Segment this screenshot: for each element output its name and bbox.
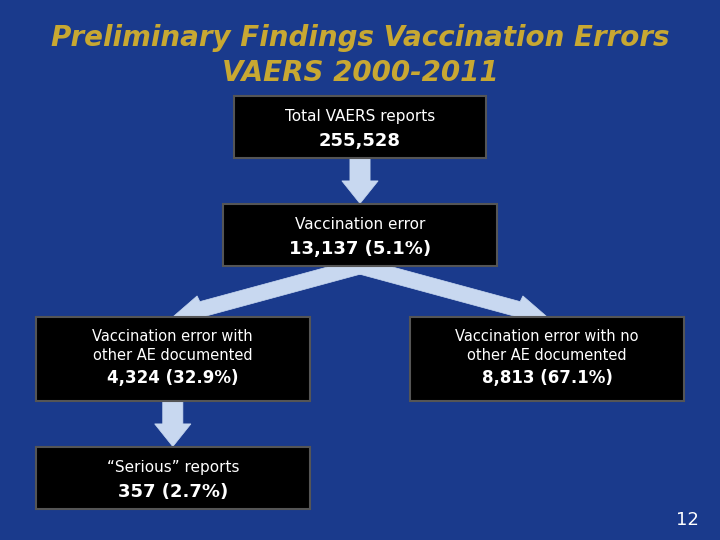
- Text: “Serious” reports: “Serious” reports: [107, 461, 239, 475]
- Text: 13,137 (5.1%): 13,137 (5.1%): [289, 240, 431, 258]
- Text: Vaccination error with
other AE documented: Vaccination error with other AE document…: [92, 329, 253, 362]
- FancyBboxPatch shape: [36, 447, 310, 509]
- FancyBboxPatch shape: [223, 204, 497, 266]
- Polygon shape: [342, 158, 378, 204]
- Text: Total VAERS reports: Total VAERS reports: [285, 110, 435, 124]
- FancyBboxPatch shape: [36, 317, 310, 401]
- Text: Preliminary Findings Vaccination Errors: Preliminary Findings Vaccination Errors: [50, 24, 670, 52]
- FancyBboxPatch shape: [234, 96, 486, 158]
- Polygon shape: [173, 259, 364, 321]
- Polygon shape: [356, 259, 547, 321]
- FancyBboxPatch shape: [410, 317, 684, 401]
- Text: 4,324 (32.9%): 4,324 (32.9%): [107, 368, 238, 387]
- Text: Vaccination error: Vaccination error: [294, 218, 426, 232]
- Text: Vaccination error with no
other AE documented: Vaccination error with no other AE docum…: [456, 329, 639, 362]
- Text: 8,813 (67.1%): 8,813 (67.1%): [482, 368, 613, 387]
- Text: VAERS 2000-2011: VAERS 2000-2011: [222, 59, 498, 87]
- Text: 255,528: 255,528: [319, 132, 401, 150]
- Text: 12: 12: [675, 511, 698, 529]
- Text: 357 (2.7%): 357 (2.7%): [117, 483, 228, 501]
- Polygon shape: [155, 401, 191, 447]
